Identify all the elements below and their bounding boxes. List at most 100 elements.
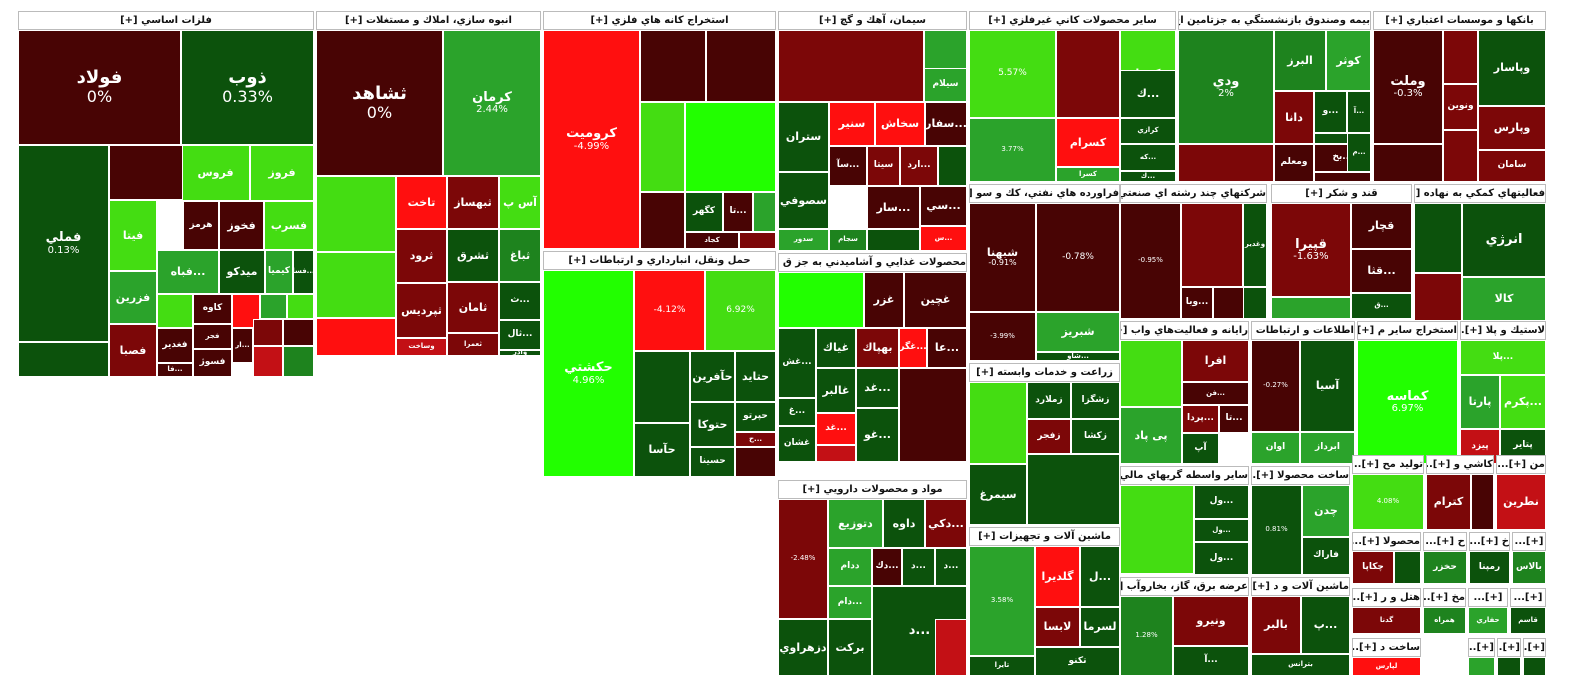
stock-tile[interactable]: ...و — [1314, 91, 1347, 133]
sector-title[interactable]: ماشين آلات و تجهيزات [+] — [969, 527, 1120, 546]
sector-title[interactable]: ماشين آلات و د [+]... — [1251, 577, 1350, 596]
sector-title[interactable]: لاستيك و پلا [+]... — [1460, 321, 1546, 340]
stock-tile[interactable]: ...پ — [1301, 596, 1350, 654]
stock-tile[interactable]: 5.57% — [969, 30, 1056, 118]
stock-tile[interactable]: حكشتي 4.96% — [543, 270, 634, 477]
stock-tile[interactable]: ...ق — [1351, 293, 1412, 319]
stock-tile[interactable] — [899, 368, 967, 462]
stock-tile[interactable]: رمپنا — [1469, 551, 1510, 584]
stock-tile[interactable]: فروز — [250, 145, 314, 201]
stock-tile[interactable]: ثپرديس — [396, 283, 447, 338]
stock-tile[interactable]: كجاد — [685, 232, 739, 249]
sector-title[interactable]: محصولا [+]... — [1352, 532, 1421, 551]
stock-tile[interactable] — [778, 30, 924, 102]
stock-tile[interactable]: ...فباه — [157, 250, 219, 294]
sector-title[interactable]: استخراج ساير م [+]... — [1357, 321, 1458, 340]
sector-title[interactable]: فعاليتهاي كمكي به نهاده [+]... — [1414, 184, 1546, 203]
stock-tile[interactable]: كماسه 6.97% — [1357, 340, 1458, 464]
stock-tile[interactable]: آسيا — [1300, 340, 1355, 432]
stock-tile[interactable]: وپاسار — [1478, 30, 1546, 106]
stock-tile[interactable] — [316, 318, 396, 356]
stock-tile[interactable]: وملت -0.3% — [1373, 30, 1443, 144]
stock-tile[interactable]: فسوژ — [193, 349, 232, 377]
stock-tile[interactable]: كوثر — [1326, 30, 1371, 91]
sector-title[interactable]: حمل ونقل، انبارداري و ارتباطات [+] — [543, 251, 776, 270]
stock-tile[interactable]: 1.28% — [1120, 596, 1173, 676]
stock-tile[interactable] — [640, 192, 685, 249]
sector-title[interactable]: كاشي و [+]... — [1426, 455, 1494, 474]
stock-tile[interactable]: ...غش — [778, 328, 816, 398]
stock-tile[interactable]: ابرداز — [1300, 432, 1355, 464]
stock-tile[interactable]: ...ح — [735, 432, 776, 447]
stock-tile[interactable]: ...ار — [232, 328, 253, 363]
stock-tile[interactable]: حآفرين — [690, 351, 735, 402]
stock-tile[interactable] — [157, 294, 193, 328]
sector-title[interactable]: هتل و ر [+]... — [1352, 588, 1421, 607]
stock-tile[interactable]: ثامان — [447, 282, 499, 333]
stock-tile[interactable]: حتايد — [735, 351, 776, 402]
stock-tile[interactable] — [938, 146, 967, 186]
stock-tile[interactable]: آپ — [1182, 433, 1219, 464]
stock-tile[interactable] — [706, 30, 776, 102]
sector-title[interactable]: [+]... — [1497, 638, 1521, 657]
stock-tile[interactable]: شبريز — [1036, 312, 1120, 352]
stock-tile[interactable]: قچار — [1351, 203, 1412, 249]
stock-tile[interactable]: ثشاهد 0% — [316, 30, 443, 176]
stock-tile[interactable]: ...تا — [723, 192, 753, 232]
stock-tile[interactable]: ثعمرا — [447, 333, 499, 356]
stock-tile[interactable] — [1120, 485, 1194, 574]
stock-tile[interactable]: ...ث — [499, 282, 541, 320]
stock-tile[interactable]: ...تا — [1219, 405, 1249, 433]
stock-tile[interactable]: ...پردا — [1182, 405, 1219, 433]
sector-title[interactable]: محصولات غذايي و آشاميدني به جز ق [+]... — [778, 253, 967, 272]
stock-tile[interactable] — [735, 447, 776, 477]
sector-title[interactable]: خ [+]... — [1469, 532, 1510, 551]
sector-title[interactable]: اطلاعات و ارتباطات [+] — [1251, 321, 1355, 340]
stock-tile[interactable] — [1373, 144, 1443, 182]
stock-tile[interactable]: ...قثا — [1351, 249, 1412, 293]
sector-title[interactable]: شركتهاي چند رشته اي صنعتي [+] — [1120, 184, 1267, 203]
stock-tile[interactable]: ذوب 0.33% — [181, 30, 314, 145]
stock-tile[interactable]: ...فن — [1182, 382, 1249, 405]
stock-tile[interactable]: ...دك — [872, 548, 902, 586]
stock-tile[interactable]: زفجر — [1027, 419, 1071, 454]
stock-tile[interactable] — [1523, 657, 1546, 676]
stock-tile[interactable] — [316, 176, 396, 252]
stock-tile[interactable]: ...فسا — [293, 250, 314, 294]
stock-tile[interactable] — [1120, 340, 1182, 407]
stock-tile[interactable]: ...د — [902, 548, 935, 586]
sector-title[interactable]: توليد مح [+]... — [1352, 455, 1424, 474]
sector-title[interactable]: بيمه وصندوق بازنشستگي به جزتامين اج [+].… — [1178, 11, 1371, 30]
stock-tile[interactable]: كرازي — [1120, 118, 1176, 144]
stock-tile[interactable] — [685, 102, 776, 192]
stock-tile[interactable] — [634, 351, 690, 423]
sector-title[interactable]: [+]... — [1468, 588, 1508, 607]
stock-tile[interactable]: 0.81% — [1251, 485, 1302, 575]
stock-tile[interactable]: لابسا — [1035, 607, 1080, 647]
stock-tile[interactable] — [1414, 203, 1462, 273]
sector-title[interactable]: ساخت محصولا [+]... — [1251, 466, 1350, 485]
stock-tile[interactable] — [753, 192, 776, 232]
stock-tile[interactable]: قاسم — [1510, 607, 1546, 634]
sector-title[interactable]: استخراج كانه هاي فلزي [+] — [543, 11, 776, 30]
stock-tile[interactable]: حتوكا — [690, 402, 735, 447]
stock-tile[interactable]: ثرود — [396, 229, 447, 283]
stock-tile[interactable] — [1394, 551, 1421, 584]
stock-tile[interactable]: ...آ — [1347, 91, 1371, 133]
stock-tile[interactable]: تاخت — [396, 176, 447, 229]
stock-tile[interactable]: فسرب — [264, 201, 314, 250]
stock-tile[interactable]: ...دام — [828, 586, 872, 619]
stock-tile[interactable]: هرمز — [183, 201, 219, 250]
stock-tile[interactable]: ...غد — [816, 413, 856, 445]
stock-tile[interactable] — [260, 294, 287, 319]
stock-tile[interactable]: دتوزيع — [828, 499, 883, 548]
stock-tile[interactable]: فجر — [193, 324, 232, 349]
stock-tile[interactable]: آس پ — [499, 176, 541, 229]
stock-tile[interactable]: ...غ — [778, 398, 816, 426]
stock-tile[interactable]: ميدكو — [219, 250, 265, 294]
stock-tile[interactable]: ...ول — [1194, 485, 1249, 519]
stock-tile[interactable]: ونوين — [1443, 84, 1478, 130]
stock-tile[interactable] — [283, 319, 314, 346]
stock-tile[interactable]: فاراك — [1302, 537, 1350, 575]
stock-tile[interactable]: سامان — [1478, 150, 1546, 182]
